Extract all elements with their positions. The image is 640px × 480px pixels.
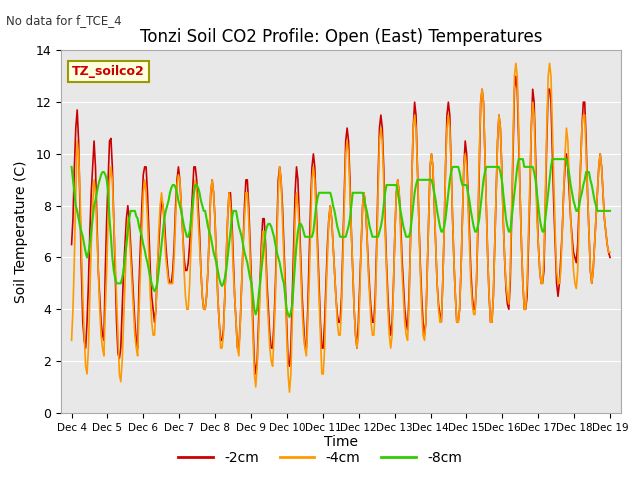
-4cm [86, 293, 93, 299]
-8cm [453, 164, 461, 170]
-8cm [534, 203, 542, 209]
-4cm [346, 190, 354, 196]
-2cm [86, 229, 93, 235]
-4cm [453, 319, 461, 325]
-2cm [68, 241, 76, 247]
-4cm [534, 241, 542, 247]
Title: Tonzi Soil CO2 Profile: Open (East) Temperatures: Tonzi Soil CO2 Profile: Open (East) Temp… [140, 28, 542, 46]
-8cm [285, 314, 293, 320]
Legend: -2cm, -4cm, -8cm: -2cm, -4cm, -8cm [173, 445, 467, 471]
Y-axis label: Soil Temperature (C): Soil Temperature (C) [14, 160, 28, 303]
-2cm [453, 319, 461, 325]
Line: -2cm: -2cm [72, 76, 610, 374]
-4cm [605, 250, 612, 255]
-4cm [103, 267, 111, 273]
-4cm [285, 389, 293, 395]
-2cm [346, 177, 354, 183]
Line: -8cm: -8cm [72, 159, 610, 317]
-8cm [103, 177, 111, 183]
Text: No data for f_TCE_4: No data for f_TCE_4 [6, 14, 122, 27]
-2cm [605, 250, 612, 255]
-8cm [86, 241, 93, 247]
Text: TZ_soilco2: TZ_soilco2 [72, 65, 145, 78]
-2cm [534, 241, 542, 247]
-8cm [515, 156, 522, 162]
-2cm [606, 254, 614, 260]
-4cm [606, 250, 614, 255]
X-axis label: Time: Time [324, 435, 358, 449]
-8cm [68, 164, 76, 170]
-8cm [606, 208, 614, 214]
-2cm [103, 216, 111, 222]
-2cm [252, 371, 260, 377]
-4cm [68, 337, 76, 343]
Line: -4cm: -4cm [72, 63, 610, 392]
-4cm [512, 60, 520, 66]
-8cm [605, 208, 612, 214]
-2cm [512, 73, 520, 79]
-8cm [346, 216, 354, 222]
